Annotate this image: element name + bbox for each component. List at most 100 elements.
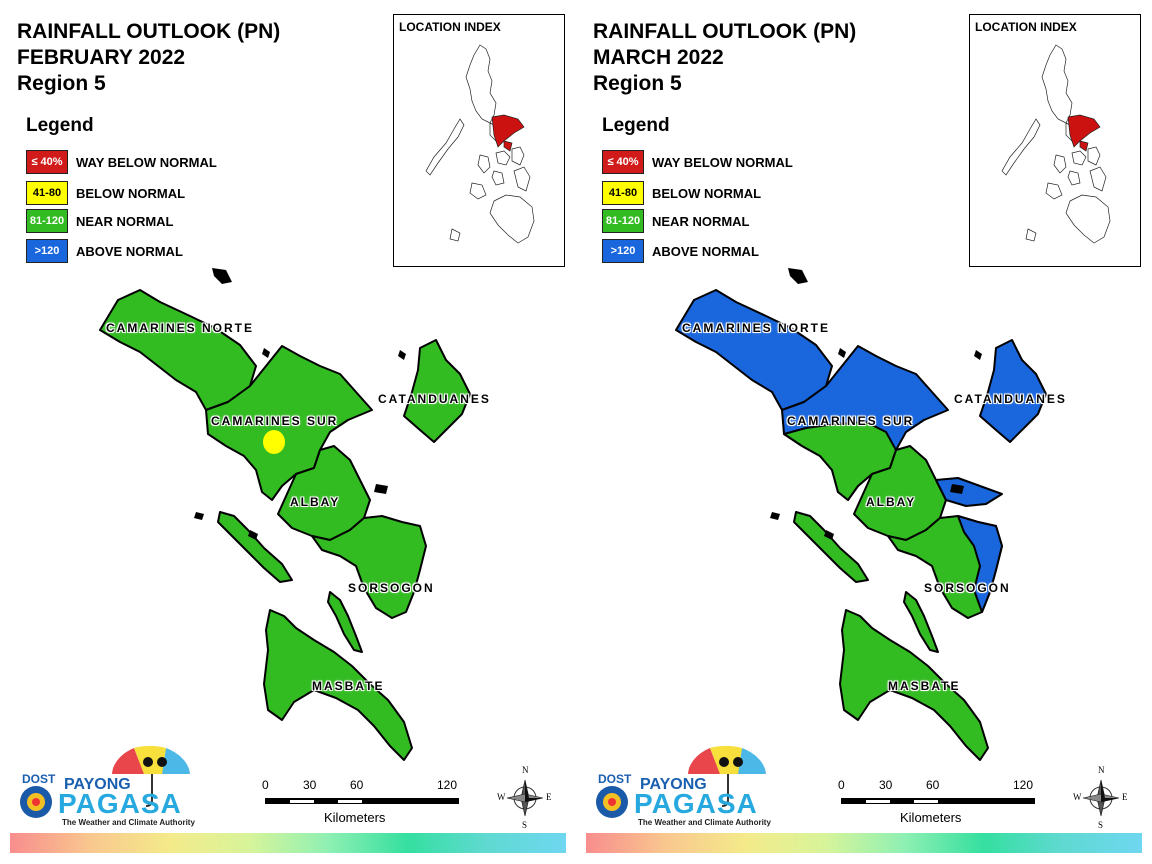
albay-shape <box>853 445 947 541</box>
philippines-inset-map <box>425 44 535 244</box>
burias-island-shape <box>217 511 293 583</box>
islet <box>788 268 808 284</box>
dost-text: DOST <box>598 772 632 786</box>
catanduanes-shape <box>403 339 471 443</box>
camarines-sur-south-shape <box>783 421 897 501</box>
map-region: Region 5 <box>17 72 106 95</box>
catanduanes-shape <box>979 339 1047 443</box>
north-arrow: N S E W <box>1072 764 1130 830</box>
islet <box>824 530 834 540</box>
compass-rose-icon <box>1082 779 1120 817</box>
label-sorsogon: SORSOGON <box>924 581 1011 595</box>
payong-text: PAYONG <box>64 776 131 793</box>
label-sorsogon: SORSOGON <box>348 581 435 595</box>
label-albay: ALBAY <box>290 495 341 509</box>
burias-island-shape <box>793 511 869 583</box>
region-5-highlight <box>1067 114 1101 148</box>
sorsogon-east-shape <box>957 515 1003 613</box>
legend-swatch-near: 81-120 <box>26 209 68 233</box>
pagasa-text: PAGASA <box>634 788 758 819</box>
legend-heading: Legend <box>26 115 94 136</box>
legend-label: BELOW NORMAL <box>76 186 186 201</box>
map-title: RAINFALL OUTLOOK (PN) <box>17 20 281 43</box>
footer-gradient-bar <box>586 833 1142 853</box>
panel-february: RAINFALL OUTLOOK (PN) FEBRUARY 2022 Regi… <box>10 14 566 853</box>
islet <box>838 348 846 358</box>
label-masbate: MASBATE <box>312 679 385 693</box>
camarines-sur-shape <box>205 345 373 501</box>
compass-n: N <box>522 765 529 775</box>
pagasa-tagline: The Weather and Climate Authority <box>638 818 771 827</box>
islet <box>374 484 388 494</box>
scale-tick: 120 <box>1013 778 1034 792</box>
scale-tick: 0 <box>262 778 269 792</box>
masbate-shape <box>263 609 413 761</box>
masbate-shape <box>839 609 989 761</box>
legend-label: BELOW NORMAL <box>652 186 762 201</box>
albay-shape <box>277 445 371 541</box>
label-catanduanes: CATANDUANES <box>954 392 1067 406</box>
north-arrow: N S E W <box>496 764 554 830</box>
legend-swatch-way-below: ≤ 40% <box>602 150 644 174</box>
compass-s: S <box>1098 820 1104 830</box>
location-index-title: LOCATION INDEX <box>975 20 1077 34</box>
legend-label: WAY BELOW NORMAL <box>76 155 217 170</box>
pagasa-text: PAGASA <box>58 788 182 819</box>
legend-heading: Legend <box>602 115 670 136</box>
islet <box>950 484 964 494</box>
compass-rose-icon <box>506 779 544 817</box>
scale-tick: 30 <box>303 778 317 792</box>
philippines-inset-map <box>1001 44 1111 244</box>
umbrella-icon <box>20 746 190 818</box>
legend-label: NEAR NORMAL <box>76 214 174 229</box>
scale-unit: Kilometers <box>324 810 386 825</box>
islet <box>194 512 204 520</box>
compass-e: E <box>546 792 552 802</box>
scale-tick: 120 <box>437 778 458 792</box>
panel-march: RAINFALL OUTLOOK (PN) MARCH 2022 Region … <box>576 0 1152 864</box>
islet <box>770 512 780 520</box>
location-index-inset: LOCATION INDEX <box>393 14 565 267</box>
map-month: MARCH 2022 <box>593 46 724 69</box>
legend-label: ABOVE NORMAL <box>652 244 759 259</box>
label-catanduanes: CATANDUANES <box>378 392 491 406</box>
location-index-title: LOCATION INDEX <box>399 20 501 34</box>
compass-n: N <box>1098 765 1105 775</box>
compass-w: W <box>1073 792 1082 802</box>
pagasa-logo: DOST PAYONG PAGASA The Weather and Clima… <box>592 740 772 830</box>
umbrella-icon <box>596 746 766 818</box>
islet <box>262 348 270 358</box>
islet <box>248 530 258 540</box>
scale-tick: 0 <box>838 778 845 792</box>
ticao-island-shape <box>903 591 939 653</box>
islet <box>398 350 406 360</box>
location-index-inset: LOCATION INDEX <box>969 14 1141 267</box>
pagasa-tagline: The Weather and Climate Authority <box>62 818 195 827</box>
region-5-highlight <box>491 114 525 148</box>
label-camarines-norte: CAMARINES NORTE <box>106 321 255 335</box>
region-5-map <box>675 268 1047 761</box>
map-title: RAINFALL OUTLOOK (PN) <box>593 20 857 43</box>
scale-tick: 60 <box>926 778 940 792</box>
legend-swatch-above: >120 <box>602 239 644 263</box>
legend-swatch-above: >120 <box>26 239 68 263</box>
label-camarines-norte: CAMARINES NORTE <box>682 321 831 335</box>
legend-swatch-near: 81-120 <box>602 209 644 233</box>
region-5-map <box>99 268 471 761</box>
below-normal-spot <box>263 430 285 454</box>
label-albay: ALBAY <box>866 495 917 509</box>
footer-gradient-bar <box>10 833 566 853</box>
label-masbate: MASBATE <box>888 679 961 693</box>
camarines-norte-shape <box>99 289 257 411</box>
scale-bar: 0 30 60 120 Kilometers <box>838 778 1038 828</box>
payong-text: PAYONG <box>640 776 707 793</box>
sorsogon-shape <box>311 515 427 619</box>
legend-swatch-below: 41-80 <box>602 181 644 205</box>
scale-unit: Kilometers <box>900 810 962 825</box>
dost-text: DOST <box>22 772 56 786</box>
camarines-norte-shape <box>675 289 833 411</box>
islet <box>974 350 982 360</box>
compass-e: E <box>1122 792 1128 802</box>
map-region: Region 5 <box>593 72 682 95</box>
compass-w: W <box>497 792 506 802</box>
